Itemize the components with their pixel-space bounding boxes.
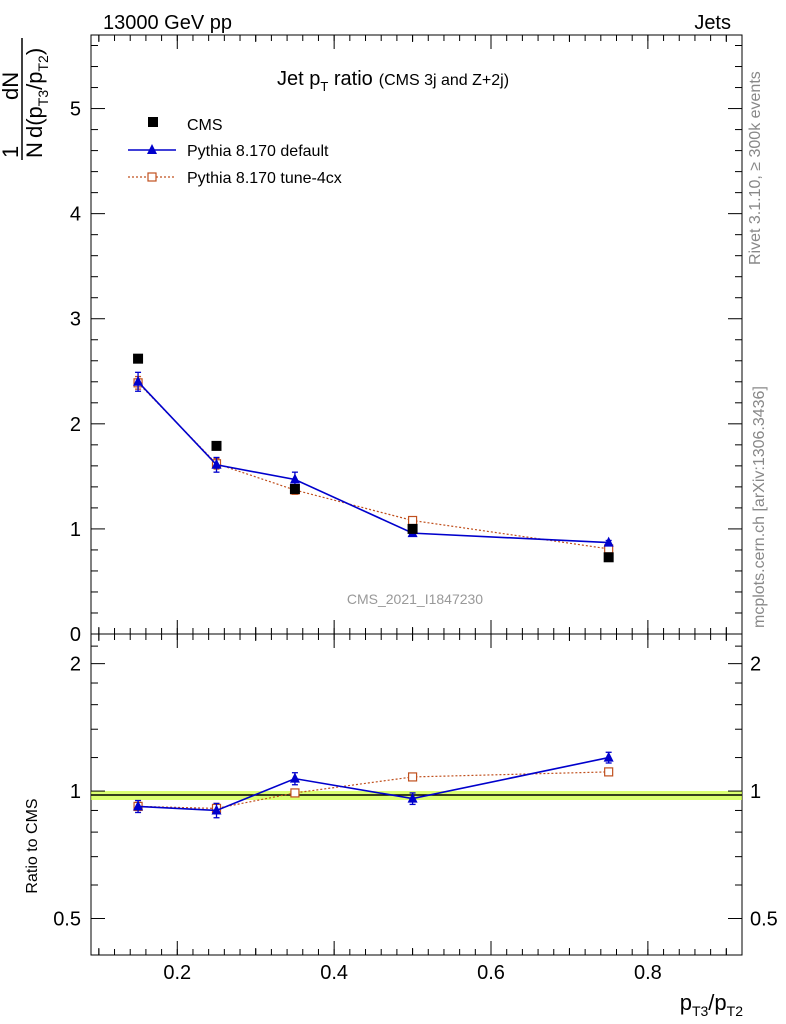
- ratio-tune-point: [604, 767, 614, 777]
- energy-label: 13000 GeV pp: [103, 12, 232, 34]
- ratio-default-point: [133, 800, 144, 811]
- main-cms-point: [211, 440, 222, 451]
- main-y-tick-label: 5: [70, 99, 81, 121]
- main-panel: 0 1 2 3 4 5 CMS_2021_I1847230 Jet pT ratio (CM…: [70, 34, 743, 646]
- main-cms-point: [603, 552, 614, 563]
- ylabel-dn: dN: [0, 72, 23, 100]
- ylabel-one: 1: [0, 146, 23, 158]
- rivet-label: Rivet 3.1.10, ≥ 300k events: [747, 71, 764, 265]
- xlabel-p: p: [680, 990, 692, 1015]
- main-y-tick-label: 3: [70, 309, 81, 331]
- ratio-y-tick-label-right: 1: [750, 781, 761, 803]
- ratio-y-tick-label-left: 2: [70, 654, 81, 676]
- title-small: (CMS 3j and Z+2j): [379, 72, 509, 89]
- x-tick-label: 0.8: [634, 962, 662, 984]
- legend-cms-marker: [148, 117, 158, 127]
- ratio-default-point: [289, 772, 300, 783]
- process-label: Jets: [694, 12, 731, 34]
- title-sub: T: [320, 79, 328, 94]
- title-after: ratio: [328, 68, 372, 90]
- main-series-layer: [133, 353, 614, 563]
- ratio-y-tick-label-right: 0.5: [750, 909, 778, 931]
- ylabel-sub1: T3: [35, 90, 51, 107]
- xlabel-sub1: T3: [692, 1003, 709, 1019]
- main-default-point: [211, 458, 222, 469]
- ratio-tune-line: [138, 771, 609, 810]
- legend-default-label: Pythia 8.170 default: [187, 143, 329, 160]
- ylabel-close: ): [22, 48, 47, 55]
- ylabel-denominator: d(pT3/pT2): [22, 48, 51, 138]
- legend: CMS Pythia 8.170 default Pythia 8.170 tu…: [128, 117, 342, 187]
- x-axis-label: pT3/pT2: [680, 990, 744, 1019]
- legend-cms-label: CMS: [187, 117, 223, 134]
- ylabel-n: N: [22, 142, 47, 158]
- main-tune-point: [407, 515, 418, 526]
- main-y-tick-label: 0: [70, 624, 81, 646]
- main-y-tick-label: 2: [70, 414, 81, 436]
- legend-tune-marker: [147, 172, 157, 182]
- ylabel-slash: /p: [22, 72, 47, 90]
- main-cms-point: [289, 483, 300, 494]
- x-tick-label: 0.6: [477, 962, 505, 984]
- main-axis-ticks: [91, 35, 742, 635]
- ratio-tune-point: [290, 788, 300, 798]
- main-y-tick-label: 4: [70, 204, 81, 226]
- xlabel-slash: /p: [708, 990, 726, 1015]
- ratio-y-tick-label-left: 0.5: [53, 909, 81, 931]
- ylabel-sub2: T2: [35, 55, 51, 72]
- ratio-default-point: [603, 751, 614, 762]
- mcplots-label: mcplots.cern.ch [arXiv:1306.3436]: [751, 386, 768, 628]
- x-tick-label: 0.4: [320, 962, 348, 984]
- ratio-axis-ticks: [91, 634, 742, 955]
- x-tick-label: 0.2: [163, 962, 191, 984]
- main-default-point: [133, 375, 144, 386]
- ratio-default-point: [211, 804, 222, 815]
- main-chart-title: Jet pT ratio (CMS 3j and Z+2j): [277, 68, 509, 94]
- ratio-y-tick-label-left: 1: [70, 781, 81, 803]
- ratio-series-layer: [133, 751, 614, 819]
- main-cms-point: [133, 353, 144, 364]
- xlabel-sub2: T2: [727, 1003, 744, 1019]
- ratio-tune-point: [407, 772, 418, 782]
- main-y-axis-label: 1 N dN d(pT3/pT2): [0, 38, 51, 160]
- ratio-y-tick-labels: 0.5 0.5 1 1 2 2: [53, 654, 778, 931]
- ratio-panel: 0.5 0.5 1 1 2 2 0.2 0.4 0.6 0.8 Ratio to CMS: [24, 633, 778, 984]
- legend-default-marker: [147, 144, 157, 154]
- main-cms-point: [407, 523, 418, 534]
- main-default-point: [289, 473, 300, 484]
- legend-tune-label: Pythia 8.170 tune-4cx: [187, 170, 342, 187]
- main-default-point: [603, 536, 614, 547]
- ylabel-d: d(p: [22, 106, 47, 138]
- main-y-tick-label: 1: [70, 519, 81, 541]
- ratio-y-tick-label-right: 2: [750, 654, 761, 676]
- ratio-default-point: [407, 792, 418, 803]
- ratio-y-axis-label: Ratio to CMS: [24, 798, 41, 893]
- analysis-watermark: CMS_2021_I1847230: [347, 591, 483, 607]
- main-y-tick-labels: 0 1 2 3 4 5: [70, 99, 81, 646]
- x-tick-labels: 0.2 0.4 0.6 0.8: [163, 962, 661, 984]
- title-main: Jet p: [277, 68, 320, 90]
